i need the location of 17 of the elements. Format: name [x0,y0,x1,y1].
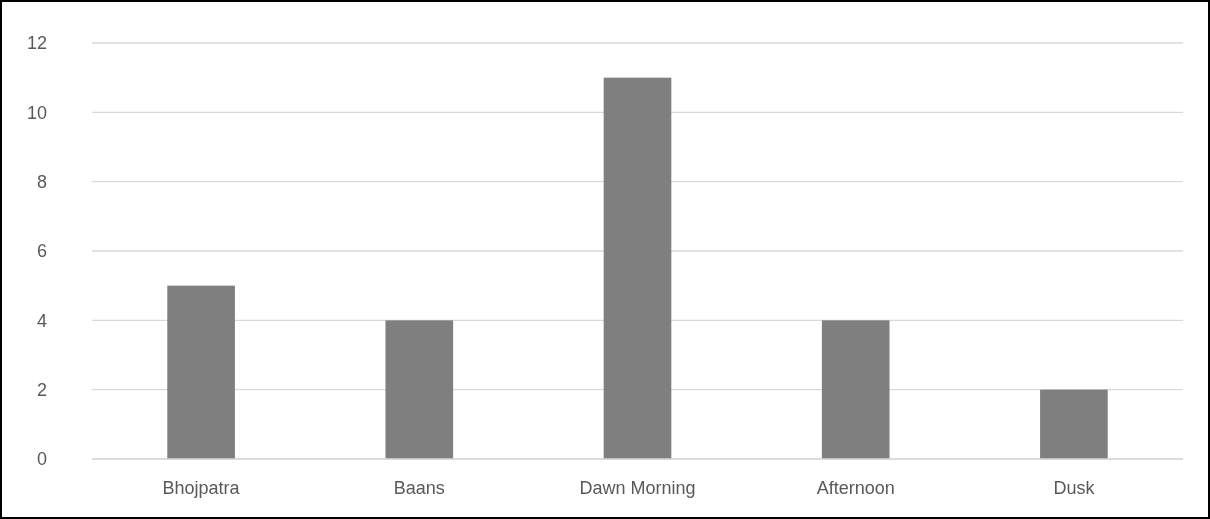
x-tick-label: Dawn Morning [579,478,696,498]
x-tick-label: Dusk [1053,478,1096,498]
bar [821,320,890,459]
x-tick-label: Bhojpatra [162,478,241,498]
bar [167,285,235,459]
x-tick-label: Baans [393,478,445,498]
y-tick-label: 12 [26,33,47,54]
y-tick-label: 0 [36,449,47,470]
y-tick-label: 6 [36,241,47,262]
bar [603,77,672,459]
y-tick-label: 4 [36,310,47,331]
y-tick-label: 2 [36,379,47,400]
bar [385,320,454,459]
y-tick-label: 10 [26,102,47,123]
bar [1040,389,1108,459]
y-tick-label: 8 [36,171,47,192]
x-tick-label: Afternoon [816,478,895,498]
